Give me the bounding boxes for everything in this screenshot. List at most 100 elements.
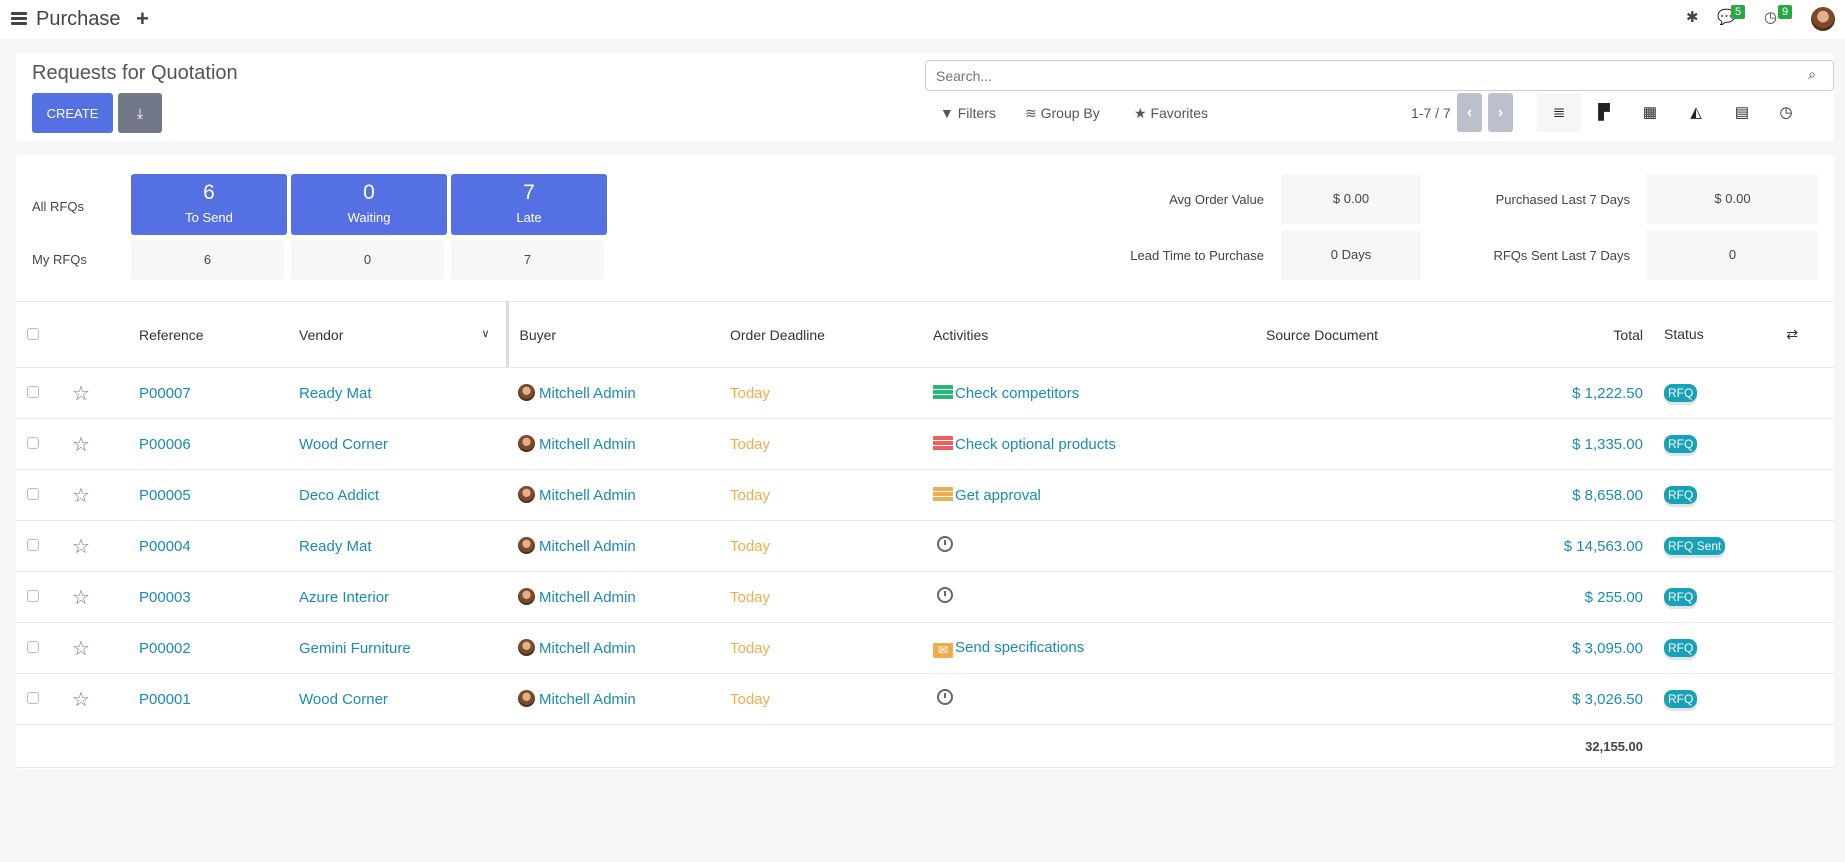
buyer[interactable]: Mitchell Admin xyxy=(507,367,730,419)
clock-icon[interactable] xyxy=(937,536,953,552)
col-source-document[interactable]: Source Document xyxy=(1266,301,1546,368)
star-icon[interactable]: ☆ xyxy=(72,535,90,558)
vendor[interactable]: Ready Mat xyxy=(299,520,507,572)
col-activities[interactable]: Activities xyxy=(933,301,1266,368)
table-row[interactable]: ☆ P00006 Wood Corner Mitchell Admin Today Che… xyxy=(16,418,1834,470)
clock-icon[interactable] xyxy=(937,689,953,705)
table-row[interactable]: ☆ P00005 Deco Addict Mitchell Admin Today Get… xyxy=(16,469,1834,521)
reference[interactable]: P00007 xyxy=(139,367,299,419)
activity-clock-icon[interactable]: ◷ xyxy=(1764,9,1778,26)
pager-next-button[interactable]: › xyxy=(1488,93,1513,132)
my-late[interactable]: 7 xyxy=(451,240,604,280)
star-icon: ★ xyxy=(1134,105,1147,121)
filters-button[interactable]: ▼ Filters xyxy=(940,105,996,121)
reference[interactable]: P00005 xyxy=(139,469,299,521)
row-checkbox[interactable] xyxy=(27,487,39,500)
reference[interactable]: P00001 xyxy=(139,673,299,725)
hamburger-menu-icon[interactable] xyxy=(11,12,27,25)
search-input[interactable] xyxy=(925,60,1834,91)
pivot-view-button[interactable]: ▦ xyxy=(1628,93,1672,132)
star-icon[interactable]: ☆ xyxy=(72,433,90,456)
vendor[interactable]: Deco Addict xyxy=(299,469,507,521)
stat-late[interactable]: 7 Late xyxy=(451,174,607,235)
activity-link[interactable]: Check competitors xyxy=(933,384,1079,402)
activities[interactable]: ✉ Send specifications xyxy=(933,622,1266,674)
activity-view-button[interactable]: ◷ xyxy=(1764,93,1808,132)
buyer[interactable]: Mitchell Admin xyxy=(507,571,730,623)
activities[interactable] xyxy=(933,673,1266,725)
vendor[interactable]: Wood Corner xyxy=(299,673,507,725)
create-button[interactable]: CREATE xyxy=(32,93,113,133)
col-status[interactable]: Status ⇄ xyxy=(1643,301,1834,368)
col-buyer[interactable]: Buyer xyxy=(507,301,730,368)
clock-icon[interactable] xyxy=(937,587,953,603)
col-vendor[interactable]: Vendor ∨ xyxy=(299,301,509,368)
activity-link[interactable]: ✉ Send specifications xyxy=(933,639,1084,658)
table-row[interactable]: ☆ P00001 Wood Corner Mitchell Admin Today $ 3… xyxy=(16,673,1834,725)
favorites-button[interactable]: ★ Favorites xyxy=(1134,105,1208,122)
row-checkbox[interactable] xyxy=(27,385,39,398)
col-order-deadline[interactable]: Order Deadline xyxy=(730,301,933,368)
activities[interactable]: Check optional products xyxy=(933,418,1266,470)
row-checkbox[interactable] xyxy=(27,538,39,551)
stat-label: To Send xyxy=(185,210,233,225)
reference[interactable]: P00004 xyxy=(139,520,299,572)
row-checkbox[interactable] xyxy=(27,589,39,602)
table-row[interactable]: ☆ P00003 Azure Interior Mitchell Admin Today… xyxy=(16,571,1834,623)
plus-icon[interactable]: + xyxy=(136,6,149,31)
my-to-send[interactable]: 6 xyxy=(131,240,284,280)
star-icon[interactable]: ☆ xyxy=(72,637,90,660)
row-checkbox[interactable] xyxy=(27,640,39,653)
table-row[interactable]: ☆ P00007 Ready Mat Mitchell Admin Today Check… xyxy=(16,367,1834,419)
reference[interactable]: P00003 xyxy=(139,571,299,623)
all-rfqs-label: All RFQs xyxy=(32,199,84,214)
activities[interactable]: Check competitors xyxy=(933,367,1266,419)
star-icon[interactable]: ☆ xyxy=(72,688,90,711)
star-icon[interactable]: ☆ xyxy=(72,586,90,609)
download-button[interactable]: ⤓ xyxy=(118,93,162,133)
app-title[interactable]: Purchase xyxy=(36,8,121,30)
row-checkbox[interactable] xyxy=(27,436,39,449)
kanban-view-button[interactable]: ▛ xyxy=(1582,93,1626,132)
group-by-button[interactable]: ≋ Group By xyxy=(1025,105,1100,122)
search-icon[interactable]: ⌕ xyxy=(1808,66,1816,82)
buyer[interactable]: Mitchell Admin xyxy=(507,418,730,470)
vendor[interactable]: Ready Mat xyxy=(299,367,507,419)
buyer[interactable]: Mitchell Admin xyxy=(507,622,730,674)
calendar-view-button[interactable]: ▤ xyxy=(1720,93,1764,132)
activities[interactable]: Get approval xyxy=(933,469,1266,521)
user-avatar[interactable] xyxy=(1811,7,1835,31)
reference[interactable]: P00006 xyxy=(139,418,299,470)
activity-link[interactable]: Check optional products xyxy=(933,435,1116,453)
reference[interactable]: P00002 xyxy=(139,622,299,674)
stat-to-send[interactable]: 6 To Send xyxy=(131,174,287,235)
star-icon[interactable]: ☆ xyxy=(72,484,90,507)
activity-link[interactable]: Get approval xyxy=(933,486,1041,504)
activities[interactable] xyxy=(933,571,1266,623)
buyer[interactable]: Mitchell Admin xyxy=(507,469,730,521)
graph-view-button[interactable]: ◭ xyxy=(1674,93,1718,132)
stat-waiting[interactable]: 0 Waiting xyxy=(291,174,447,235)
col-total[interactable]: Total xyxy=(1546,301,1643,368)
bug-icon[interactable]: ✱ xyxy=(1686,9,1699,26)
total: $ 1,222.50 xyxy=(1546,367,1643,419)
list-view-button[interactable]: ≣ xyxy=(1537,93,1581,132)
buyer[interactable]: Mitchell Admin xyxy=(507,520,730,572)
status-badge: RFQ xyxy=(1664,384,1698,402)
buyer[interactable]: Mitchell Admin xyxy=(507,673,730,725)
table-row[interactable]: ☆ P00004 Ready Mat Mitchell Admin Today $ 14,… xyxy=(16,520,1834,572)
vendor[interactable]: Azure Interior xyxy=(299,571,507,623)
pager-value[interactable]: 1-7 / 7 xyxy=(1411,105,1451,121)
star-icon[interactable]: ☆ xyxy=(72,382,90,405)
pager-previous-button[interactable]: ‹ xyxy=(1457,93,1482,132)
table-row[interactable]: ☆ P00002 Gemini Furniture Mitchell Admin Tod… xyxy=(16,622,1834,674)
vendor[interactable]: Wood Corner xyxy=(299,418,507,470)
select-all-checkbox[interactable] xyxy=(27,327,39,340)
buyer-name: Mitchell Admin xyxy=(539,589,636,606)
row-checkbox[interactable] xyxy=(27,691,39,704)
optional-columns-icon[interactable]: ⇄ xyxy=(1786,326,1798,342)
col-reference[interactable]: Reference xyxy=(139,301,299,368)
activities[interactable] xyxy=(933,520,1266,572)
vendor[interactable]: Gemini Furniture xyxy=(299,622,507,674)
my-waiting[interactable]: 0 xyxy=(291,240,444,280)
